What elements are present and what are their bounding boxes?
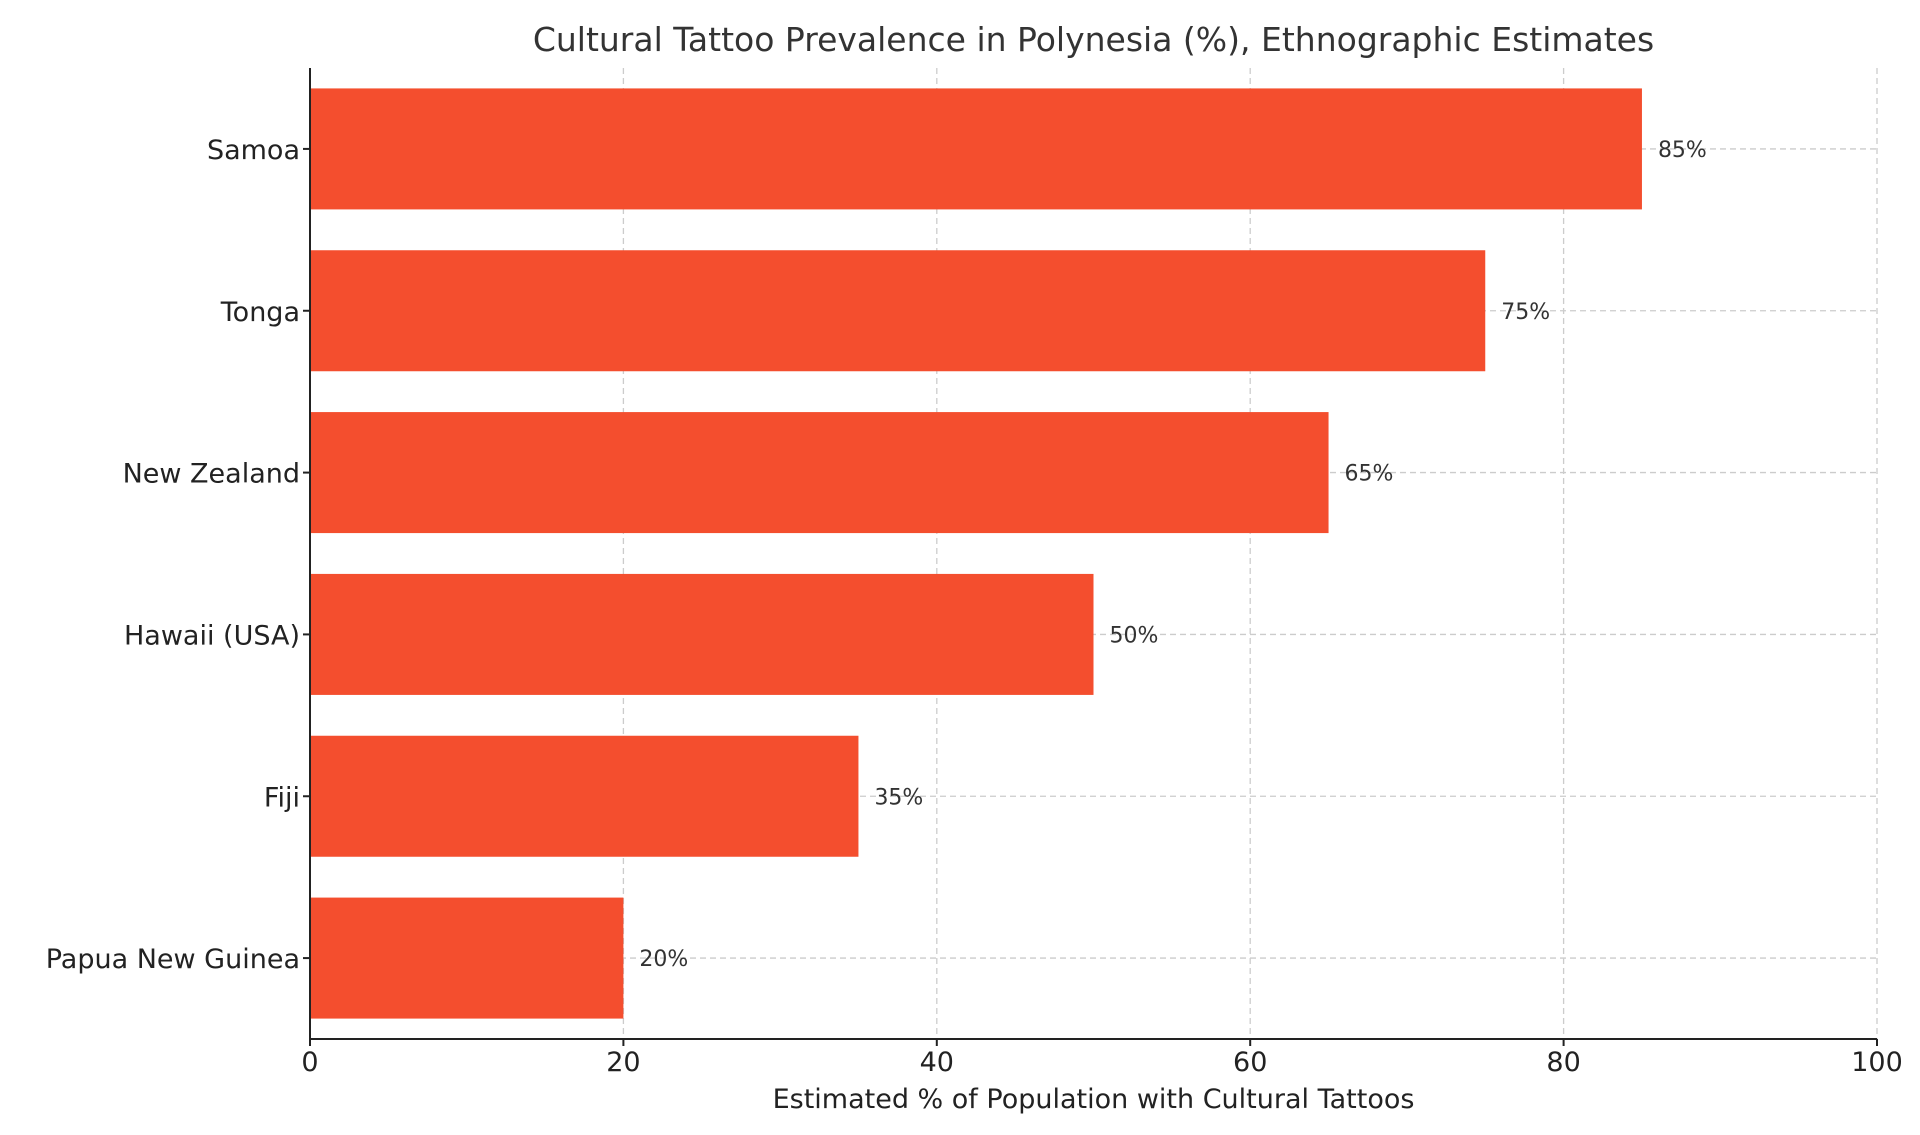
x-tick-label-80: 80 [1546,1047,1580,1078]
bar-1 [310,250,1486,372]
data-label-1: 75% [1501,300,1550,325]
data-label-0: 85% [1658,138,1707,163]
grid-lines [310,68,1878,1039]
bar-4 [310,735,859,857]
bars [310,88,1642,1019]
data-label-3: 50% [1110,623,1159,648]
chart-title: Cultural Tattoo Prevalence in Polynesia … [533,20,1654,59]
bar-2 [310,412,1329,534]
category-labels: Samoa Tonga New Zealand Hawaii (USA) Fiji Pap… [46,135,310,975]
x-tick-label-40: 40 [920,1047,954,1078]
x-tick-label-100: 100 [1851,1047,1903,1078]
data-label-4: 35% [874,785,923,810]
x-tick-label-0: 0 [301,1047,318,1078]
data-labels: 85% 75% 65% 50% 35% 20% [639,138,1706,972]
x-ticks: 0 20 40 60 80 100 [301,1039,1903,1078]
bar-3 [310,573,1094,695]
category-label-1: Tonga [220,297,300,328]
x-tick-label-20: 20 [606,1047,640,1078]
data-label-2: 65% [1345,462,1394,487]
category-label-4: Fiji [264,782,300,813]
x-axis-label: Estimated % of Population with Cultural … [773,1084,1415,1115]
category-label-0: Samoa [207,135,300,166]
x-tick-label-60: 60 [1233,1047,1267,1078]
category-label-3: Hawaii (USA) [124,620,300,651]
data-label-5: 20% [639,947,688,972]
bar-0 [310,88,1642,210]
bar-5 [310,897,624,1019]
category-label-2: New Zealand [123,459,300,490]
category-label-5: Papua New Guinea [46,944,300,975]
axes [309,68,1877,1040]
